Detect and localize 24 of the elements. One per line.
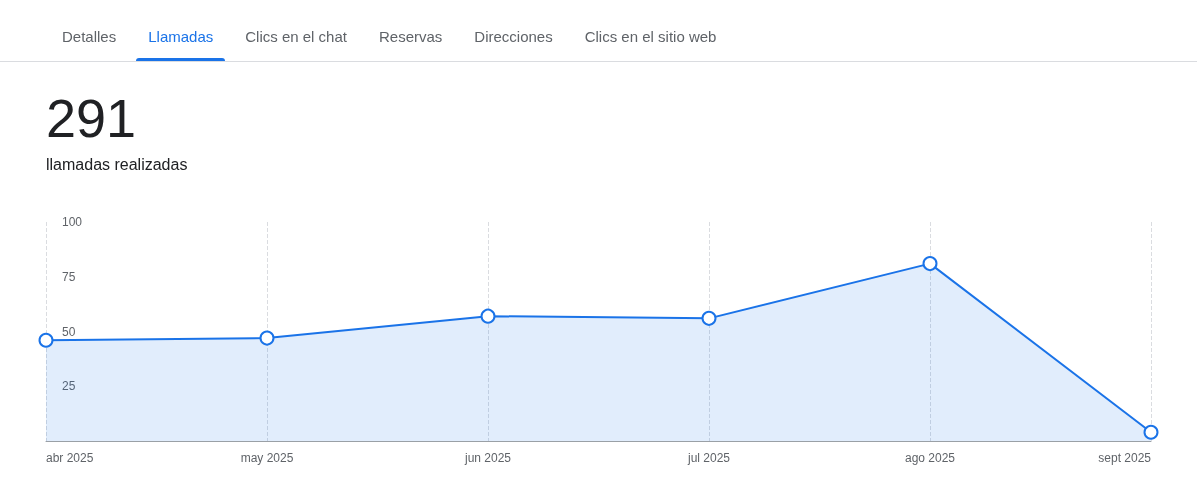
point	[480, 308, 496, 324]
x-tick-label: jun 2025	[463, 451, 512, 465]
text: Reservas	[377, 27, 444, 47]
y-tick-label: 100	[62, 215, 83, 229]
point	[701, 310, 717, 326]
text: Clics en el sitio web	[583, 27, 718, 47]
text: Detalles	[61, 27, 118, 47]
x-tick-label: sept 2025	[1098, 451, 1152, 465]
x-tick-label: ago 2025	[904, 451, 956, 465]
point	[38, 332, 54, 348]
x-tick-label: abr 2025	[46, 451, 94, 465]
chart-title: 291	[46, 87, 137, 150]
text: Direcciones	[473, 27, 554, 47]
point	[259, 330, 275, 346]
x-tick-label: may 2025	[240, 451, 294, 465]
text: Llamadas	[132, 0, 230, 61]
point	[1143, 424, 1159, 440]
y-tick-label: 25	[62, 379, 76, 394]
chart-subtitle: llamadas realizadas	[46, 156, 188, 174]
x-tick-label: jul 2025	[686, 451, 731, 465]
point	[922, 256, 938, 272]
text: Clics en el chat	[244, 27, 348, 47]
y-tick-label: 50	[62, 324, 76, 339]
y-tick-label: 75	[62, 269, 76, 284]
